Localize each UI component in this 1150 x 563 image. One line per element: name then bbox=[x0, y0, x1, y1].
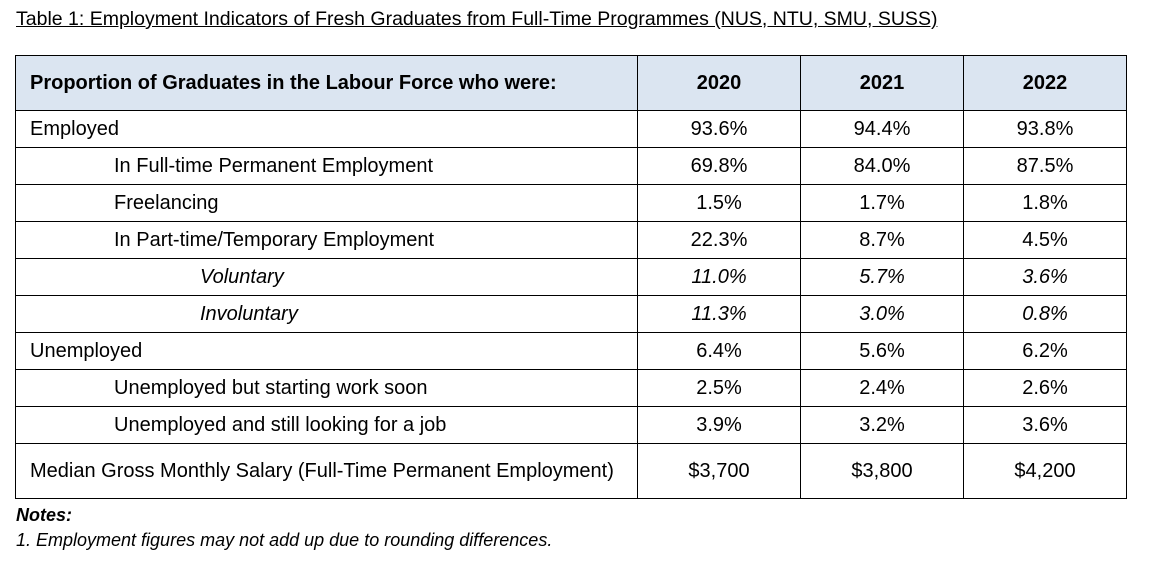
value-cell: 8.7% bbox=[800, 221, 964, 259]
header-cell: 2020 bbox=[637, 55, 801, 111]
table-row: Unemployed and still looking for a job 3.… bbox=[15, 406, 1127, 444]
value-cell: 1.8% bbox=[963, 184, 1127, 222]
value-cell: 94.4% bbox=[800, 110, 964, 148]
value-cell: 1.7% bbox=[800, 184, 964, 222]
value-cell: 3.0% bbox=[800, 295, 964, 333]
value-cell: 5.6% bbox=[800, 332, 964, 370]
value-cell: 5.7% bbox=[800, 258, 964, 296]
table-row: Freelancing 1.5% 1.7% 1.8% bbox=[15, 184, 1127, 222]
row-label: Unemployed bbox=[15, 332, 638, 370]
title: Table 1: Employment Indicators of Fresh … bbox=[16, 8, 938, 30]
table-row: Employed 93.6% 94.4% 93.8% bbox=[15, 110, 1127, 148]
value-cell: 3.6% bbox=[963, 258, 1127, 296]
row-label: Employed bbox=[15, 110, 638, 148]
value-cell: 11.3% bbox=[637, 295, 801, 333]
table-row: Voluntary 11.0% 5.7% 3.6% bbox=[15, 258, 1127, 296]
value-cell: 93.8% bbox=[963, 110, 1127, 148]
value-cell: 69.8% bbox=[637, 147, 801, 185]
table-row: Median Gross Monthly Salary (Full-Time P… bbox=[15, 443, 1127, 499]
value-cell: 2.4% bbox=[800, 369, 964, 407]
header-cell: 2021 bbox=[800, 55, 964, 111]
value-cell: 6.4% bbox=[637, 332, 801, 370]
value-cell: 0.8% bbox=[963, 295, 1127, 333]
value-cell: $3,800 bbox=[800, 443, 964, 499]
table-row: Involuntary 11.3% 3.0% 0.8% bbox=[15, 295, 1127, 333]
notes: Notes: 1. Employment figures may not add… bbox=[16, 503, 552, 553]
notes-heading: Notes: bbox=[16, 505, 73, 525]
value-cell: 3.9% bbox=[637, 406, 801, 444]
value-cell: $3,700 bbox=[637, 443, 801, 499]
value-cell: 2.6% bbox=[963, 369, 1127, 407]
value-cell: 3.6% bbox=[963, 406, 1127, 444]
row-label: In Full-time Permanent Employment bbox=[15, 147, 638, 185]
table-row: Unemployed but starting work soon 2.5% 2.4… bbox=[15, 369, 1127, 407]
table: Proportion of Graduates in the Labour Fo… bbox=[15, 55, 1127, 499]
header-cell: 2022 bbox=[963, 55, 1127, 111]
row-label: Median Gross Monthly Salary (Full-Time P… bbox=[15, 443, 638, 499]
header-cell: Proportion of Graduates in the Labour Fo… bbox=[15, 55, 638, 111]
row-label: Freelancing bbox=[15, 184, 638, 222]
value-cell: 2.5% bbox=[637, 369, 801, 407]
value-cell: 4.5% bbox=[963, 221, 1127, 259]
table-row: Unemployed 6.4% 5.6% 6.2% bbox=[15, 332, 1127, 370]
value-cell: 84.0% bbox=[800, 147, 964, 185]
table-row: In Part-time/Temporary Employment 22.3% 8.… bbox=[15, 221, 1127, 259]
row-label: Voluntary bbox=[15, 258, 638, 296]
value-cell: 3.2% bbox=[800, 406, 964, 444]
value-cell: 6.2% bbox=[963, 332, 1127, 370]
value-cell: 87.5% bbox=[963, 147, 1127, 185]
value-cell: 93.6% bbox=[637, 110, 801, 148]
value-cell: 22.3% bbox=[637, 221, 801, 259]
value-cell: 11.0% bbox=[637, 258, 801, 296]
row-label: Involuntary bbox=[15, 295, 638, 333]
header-row: Proportion of Graduates in the Labour Fo… bbox=[15, 55, 1127, 111]
row-label: In Part-time/Temporary Employment bbox=[15, 221, 638, 259]
value-cell: 1.5% bbox=[637, 184, 801, 222]
table-row: In Full-time Permanent Employment 69.8% 84… bbox=[15, 147, 1127, 185]
note: 1. Employment figures may not add up due… bbox=[16, 530, 553, 550]
row-label: Unemployed but starting work soon bbox=[15, 369, 638, 407]
row-label: Unemployed and still looking for a job bbox=[15, 406, 638, 444]
value-cell: $4,200 bbox=[963, 443, 1127, 499]
